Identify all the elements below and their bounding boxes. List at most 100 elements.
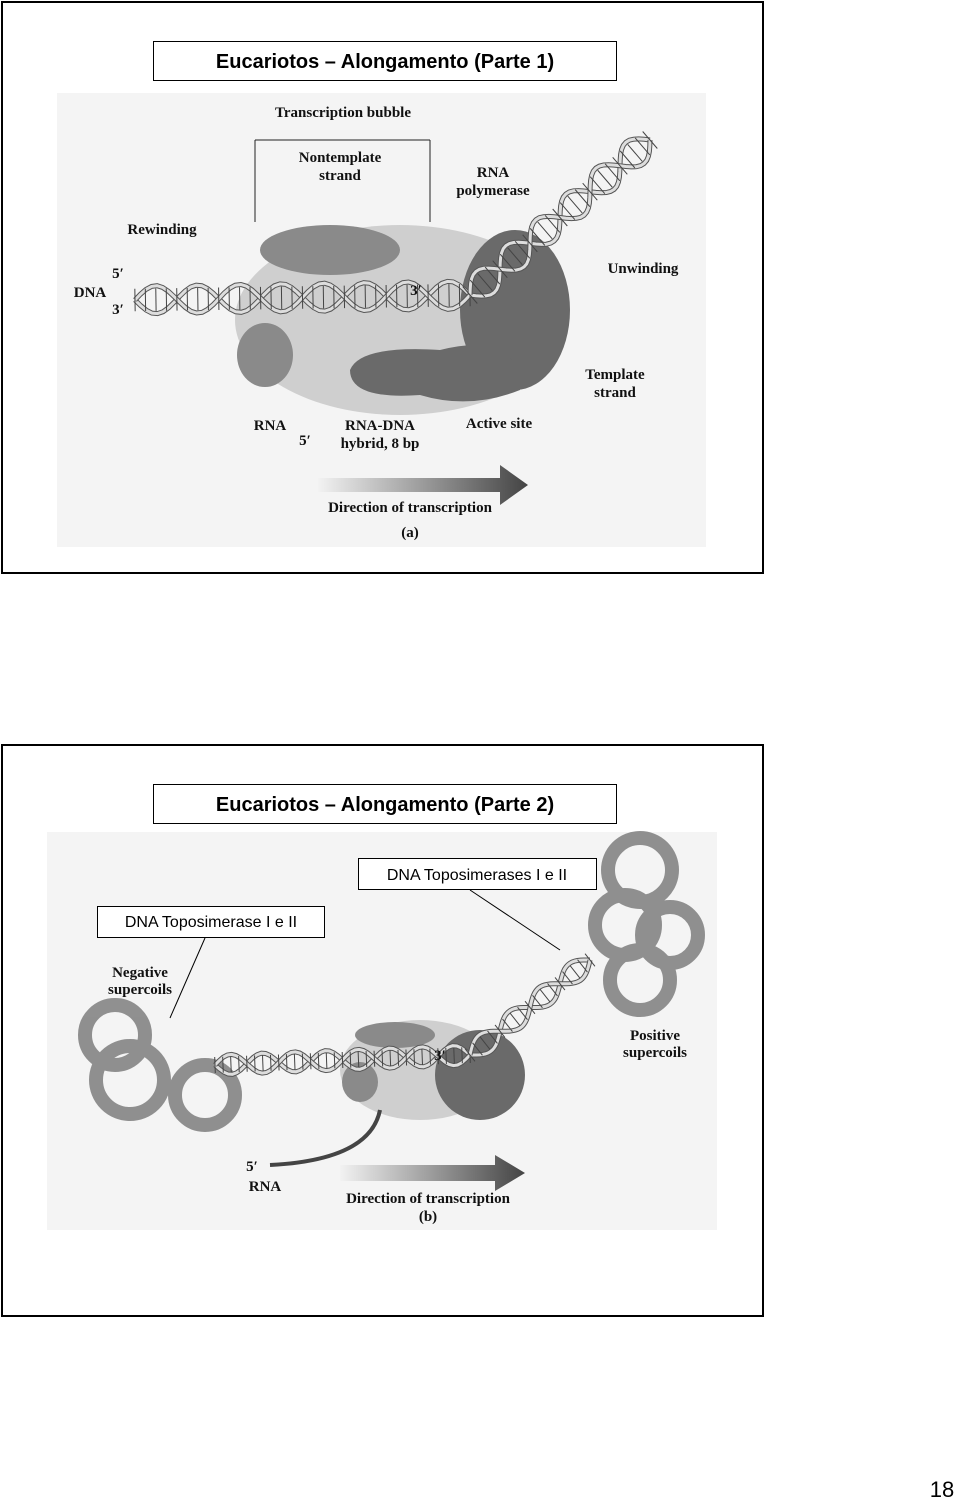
base-pair bbox=[445, 1047, 447, 1064]
figure-labels: NegativesupercoilsPositivesupercoils3′5′… bbox=[108, 965, 687, 1225]
base-pair bbox=[502, 1018, 513, 1032]
base-pair bbox=[487, 1030, 498, 1044]
figure-label: supercoils bbox=[623, 1045, 687, 1061]
base-pair bbox=[627, 144, 643, 162]
figure-label: 5′ bbox=[112, 266, 124, 282]
base-pair bbox=[461, 1047, 463, 1064]
base-pair bbox=[453, 1047, 455, 1064]
figure-label: Active site bbox=[466, 416, 533, 432]
figure-label: (a) bbox=[401, 525, 419, 541]
figure-label: Positive bbox=[630, 1028, 680, 1044]
illustration bbox=[78, 831, 705, 1167]
base-pair bbox=[552, 208, 568, 227]
figure-label: Direction of transcription bbox=[328, 500, 493, 516]
base-pair bbox=[582, 182, 598, 201]
base-pair bbox=[317, 1052, 320, 1069]
base-pair bbox=[421, 1048, 424, 1065]
figure-label: (b) bbox=[419, 1209, 437, 1225]
base-pair bbox=[547, 983, 558, 997]
base-pair bbox=[325, 1052, 328, 1069]
base-pair bbox=[499, 253, 516, 272]
base-pair bbox=[584, 953, 596, 967]
base-pair bbox=[405, 1049, 408, 1066]
base-pair bbox=[464, 1048, 476, 1062]
base-pair bbox=[357, 1051, 360, 1068]
base-pair bbox=[469, 279, 486, 298]
base-pair bbox=[642, 131, 658, 149]
base-pair bbox=[462, 286, 478, 304]
base-pair bbox=[634, 137, 651, 156]
figure-label: hybrid, 8 bp bbox=[341, 436, 420, 452]
figure-label: supercoils bbox=[108, 982, 172, 998]
base-pair bbox=[373, 1050, 376, 1067]
base-pair bbox=[509, 1012, 521, 1026]
figure-label: Unwinding bbox=[608, 261, 679, 277]
base-pair bbox=[381, 1050, 384, 1067]
base-pair bbox=[524, 1000, 536, 1015]
base-pair bbox=[539, 989, 551, 1003]
figure-label: 5′ bbox=[246, 1159, 258, 1175]
figure-label: DNA bbox=[74, 285, 107, 301]
figure-label: 5′ bbox=[299, 433, 311, 449]
base-pair bbox=[437, 1048, 439, 1065]
dna-helix bbox=[133, 131, 658, 317]
base-pair bbox=[277, 1054, 280, 1071]
base-pair bbox=[261, 1055, 264, 1072]
slide-title: Eucariotos – Alongamento (Parte 2) bbox=[216, 794, 554, 816]
base-pair bbox=[301, 1053, 304, 1070]
base-pair bbox=[562, 971, 573, 985]
base-pair bbox=[397, 1049, 400, 1066]
figure-labels: Transcription bubble Nontemplate strand RNA… bbox=[74, 105, 679, 541]
base-pair bbox=[559, 202, 576, 220]
base-pair bbox=[254, 1055, 256, 1072]
base-pair bbox=[492, 260, 508, 278]
base-pair bbox=[477, 273, 493, 291]
callout-box bbox=[97, 906, 325, 938]
base-pair bbox=[574, 189, 591, 207]
base-pair bbox=[285, 1054, 288, 1071]
base-pair bbox=[472, 1042, 483, 1056]
figure-label: 3′ bbox=[410, 283, 422, 299]
figure-label: polymerase bbox=[456, 183, 530, 199]
base-pair bbox=[604, 163, 621, 182]
figure-label: Rewinding bbox=[127, 222, 197, 238]
callout-text: DNA Toposimerases I e II bbox=[387, 867, 567, 884]
figure-label: RNA bbox=[477, 165, 510, 181]
base-pair bbox=[577, 959, 588, 973]
base-pair bbox=[238, 1056, 240, 1073]
base-pair bbox=[269, 1054, 272, 1071]
base-pair bbox=[293, 1053, 296, 1070]
title-box bbox=[153, 784, 617, 824]
base-pair bbox=[214, 1056, 216, 1074]
figure-label: Template bbox=[585, 367, 645, 383]
base-pair bbox=[522, 234, 538, 253]
base-pair bbox=[554, 977, 566, 991]
figure-label: Transcription bubble bbox=[275, 105, 411, 121]
figure-label: 3′ bbox=[112, 302, 124, 318]
base-pair bbox=[544, 215, 561, 233]
base-pair bbox=[365, 1051, 368, 1068]
base-pair bbox=[507, 247, 523, 266]
base-pair bbox=[309, 1053, 312, 1070]
base-pair bbox=[517, 1006, 528, 1021]
callout-box bbox=[358, 858, 597, 890]
base-pair bbox=[567, 195, 583, 214]
figure-label: RNA bbox=[249, 1179, 282, 1195]
slide-title: Eucariotos – Alongamento (Parte 1) bbox=[216, 51, 554, 73]
direction-arrow bbox=[340, 1155, 525, 1191]
base-pair bbox=[532, 994, 543, 1009]
base-pair bbox=[514, 240, 531, 259]
base-pair bbox=[597, 169, 613, 188]
figure-label: strand bbox=[319, 168, 361, 184]
figure-label: Negative bbox=[112, 965, 168, 981]
figure-label: Nontemplate bbox=[299, 150, 382, 166]
base-pair bbox=[349, 1051, 352, 1068]
base-pair bbox=[537, 221, 553, 240]
title-box bbox=[153, 41, 617, 81]
base-pair bbox=[479, 1036, 491, 1050]
figure-label: RNA bbox=[254, 418, 287, 434]
base-pair bbox=[429, 1048, 431, 1065]
direction-arrow bbox=[318, 465, 528, 505]
base-pair bbox=[619, 150, 636, 169]
